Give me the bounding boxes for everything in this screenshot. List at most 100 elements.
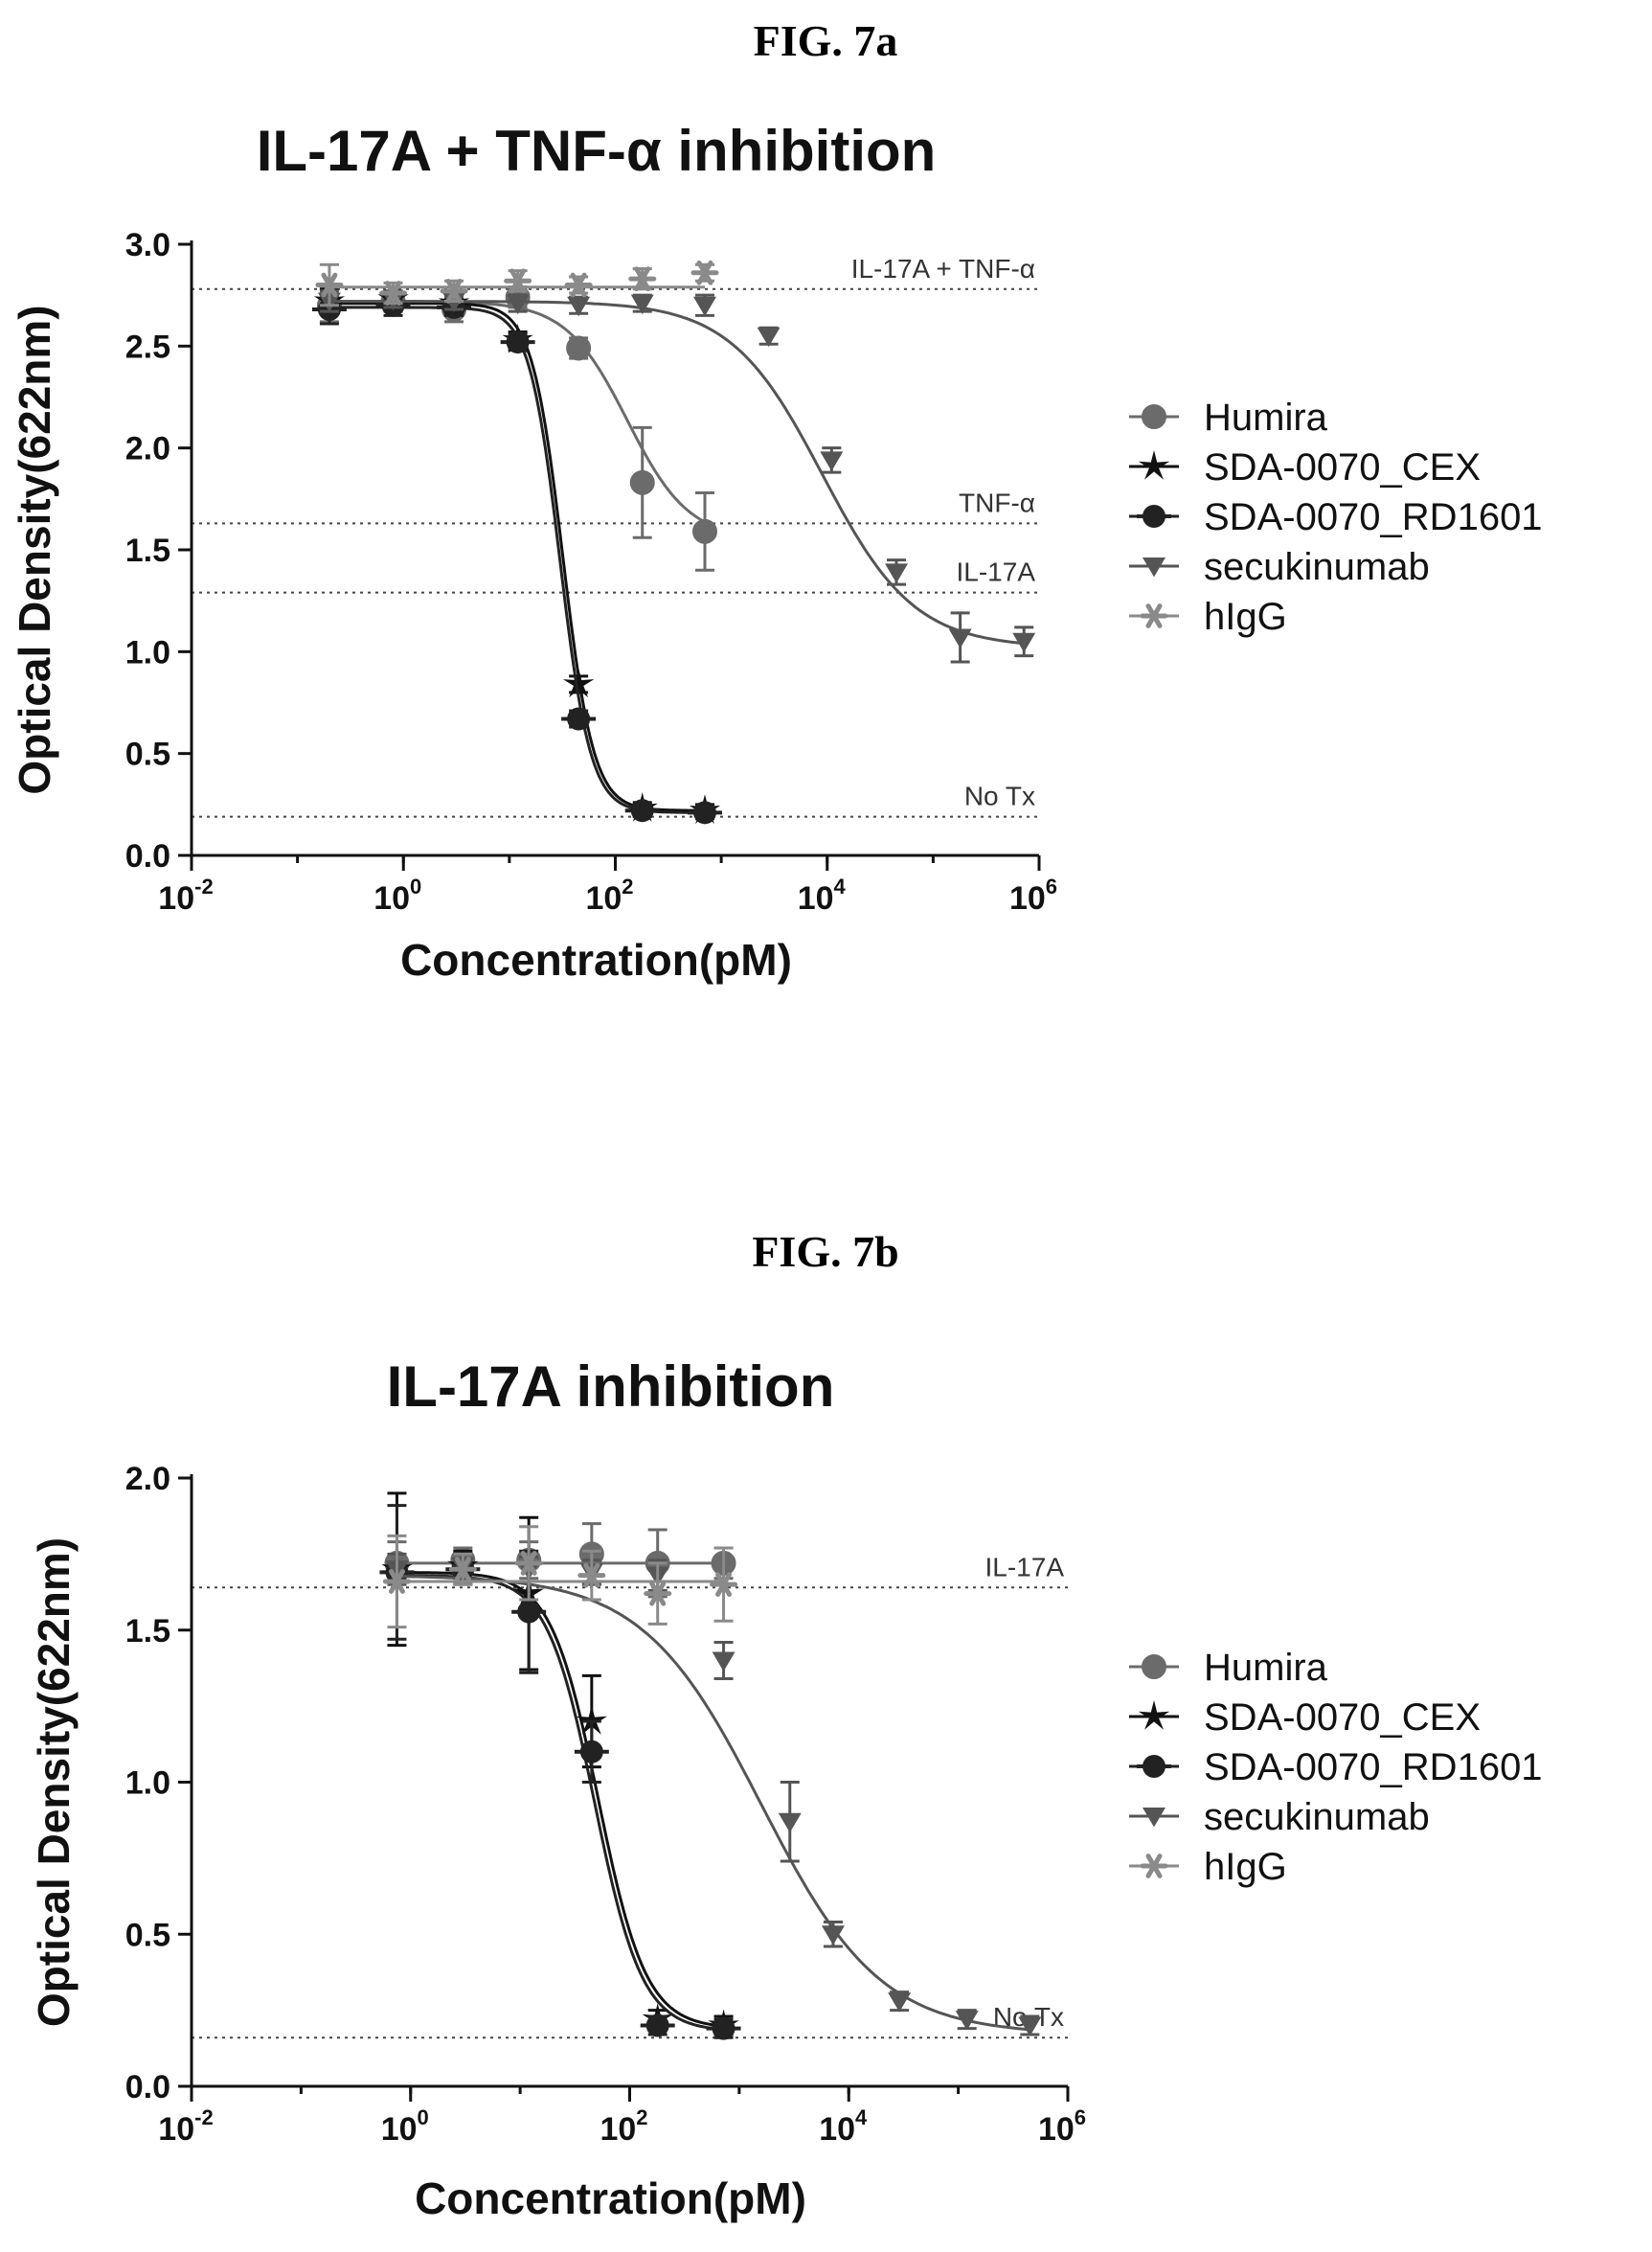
fit-curve-sda-0070-rd1601	[396, 1574, 724, 2032]
data-point-higg	[710, 1572, 738, 1598]
data-point-higg	[315, 272, 344, 298]
data-point-higg	[440, 279, 468, 304]
x-tick-base: 10	[798, 880, 834, 917]
data-point-secukinumab	[567, 296, 591, 317]
figure-label-7a: FIG. 7a	[754, 16, 898, 65]
y-tick-label: 0.5	[125, 737, 170, 773]
data-point-sda-0070-rd1601	[640, 2013, 675, 2037]
legend-item-humira: Humira	[1129, 397, 1328, 439]
x-tick-label: 100	[381, 2105, 429, 2148]
legend-item-sda-0070-rd1601: SDA-0070_RD1601	[1129, 496, 1543, 538]
legend-label: hIgG	[1204, 596, 1287, 638]
y-tick-label: 3.0	[125, 227, 170, 263]
x-tick-label: 10-2	[158, 875, 213, 917]
legend-marker	[1143, 557, 1165, 578]
x-tick-label: 106	[1009, 875, 1057, 917]
x-tick-exponent: 0	[418, 2105, 429, 2129]
data-point-higg	[514, 1551, 543, 1576]
data-point-higg	[564, 272, 593, 298]
marker-stroke	[509, 268, 527, 294]
x-tick-base: 10	[600, 2111, 636, 2148]
x-tick-base: 10	[158, 880, 194, 917]
marker-stroke	[649, 1581, 667, 1606]
x-tick-exponent: 4	[834, 875, 847, 899]
data-point-secukinumab	[885, 563, 909, 583]
x-tick-exponent: 2	[636, 2105, 647, 2129]
data-point-secukinumab	[630, 294, 654, 315]
chart-title: IL-17A inhibition	[387, 1354, 835, 1419]
series-sda-0070-cex	[313, 283, 721, 824]
figure-label-7b: FIG. 7b	[752, 1227, 898, 1276]
legend-label: secukinumab	[1204, 546, 1430, 588]
data-point-sda-0070-rd1601	[624, 799, 660, 823]
data-point-sda-0070-cex	[563, 668, 595, 698]
chart-title: IL-17A + TNF-α inhibition	[257, 119, 937, 183]
marker-stroke	[385, 281, 402, 306]
legend-marker	[1137, 505, 1171, 528]
fit-curve-sda-0070-cex	[328, 302, 705, 812]
x-tick-exponent: 4	[855, 2105, 868, 2129]
marker-stroke	[321, 272, 338, 298]
data-point-secukinumab	[1018, 2016, 1042, 2036]
data-point-humira	[566, 335, 592, 361]
y-axis-title: Optical Density(622nm)	[10, 305, 59, 794]
legend-marker	[1142, 404, 1166, 429]
y-tick-label: 0.0	[125, 2069, 170, 2105]
legend-label: Humira	[1204, 1647, 1328, 1689]
legend-marker	[1140, 603, 1168, 628]
legend-marker	[1138, 1700, 1170, 1730]
series-sda-0070-rd1601	[379, 1504, 741, 2040]
reference-label-no-tx: No Tx	[964, 782, 1035, 811]
x-tick-base: 10	[373, 880, 410, 917]
x-tick-label: 106	[1038, 2105, 1086, 2148]
data-point-sda-0070-rd1601	[511, 1600, 547, 1624]
data-point-secukinumab	[757, 327, 781, 348]
data-point-higg	[448, 1557, 477, 1582]
marker-stroke	[1145, 1854, 1163, 1878]
reference-label-il-17a-tnf: IL-17A + TNF-α	[851, 254, 1035, 284]
legend-label: secukinumab	[1204, 1796, 1430, 1838]
reference-label-il-17a: IL-17A	[957, 557, 1036, 587]
data-point-higg	[690, 260, 719, 285]
x-tick-base: 10	[381, 2111, 418, 2148]
legend-label: SDA-0070_CEX	[1204, 1696, 1481, 1739]
data-point-sda-0070-rd1601	[500, 330, 535, 354]
y-tick-label: 1.5	[125, 1613, 170, 1649]
data-point-sda-0070-cex	[576, 1705, 607, 1735]
legend-label: Humira	[1204, 397, 1328, 439]
legend-marker	[1142, 1654, 1166, 1679]
legend-marker	[1137, 1755, 1171, 1778]
data-point-secukinumab	[692, 296, 716, 317]
legend-label: SDA-0070_RD1601	[1204, 1746, 1543, 1788]
x-tick-label: 102	[600, 2105, 647, 2148]
data-point-higg	[504, 268, 532, 294]
x-tick-base: 10	[819, 2111, 855, 2148]
legend-item-sda-0070-cex: SDA-0070_CEX	[1129, 446, 1481, 489]
y-tick-label: 1.5	[125, 533, 170, 569]
x-tick-label: 104	[819, 2105, 868, 2148]
chart-il17a-tnfa-inhibition: IL-17A + TNF-α inhibition IL-17A + TNF-α T…	[10, 119, 1543, 985]
fit-curve-sda-0070-rd1601	[328, 306, 705, 814]
series-higg	[382, 1525, 738, 1629]
y-axis-title: Optical Density(622nm)	[29, 1537, 79, 2027]
y-tick-label: 2.0	[125, 431, 170, 467]
y-tick-label: 1.0	[125, 634, 170, 671]
data-point-higg	[644, 1581, 672, 1606]
data-point-secukinumab	[820, 451, 844, 471]
data-point-sda-0070-rd1601	[561, 707, 597, 731]
y-tick-label: 1.0	[125, 1765, 170, 1802]
x-tick-label: 104	[798, 875, 847, 917]
x-tick-exponent: 0	[410, 875, 421, 899]
data-point-secukinumab	[712, 1651, 735, 1672]
y-tick-label: 2.0	[125, 1461, 170, 1497]
legend-item-higg: hIgG	[1129, 1846, 1287, 1888]
series-secukinumab	[385, 1552, 1042, 2036]
data-point-sda-0070-rd1601	[706, 2016, 741, 2040]
legend-label: hIgG	[1204, 1846, 1287, 1888]
legend-label: SDA-0070_RD1601	[1204, 496, 1543, 538]
x-axis-title: Concentration(pM)	[400, 935, 792, 985]
y-tick-label: 0.0	[125, 838, 170, 875]
x-tick-base: 10	[585, 880, 622, 917]
